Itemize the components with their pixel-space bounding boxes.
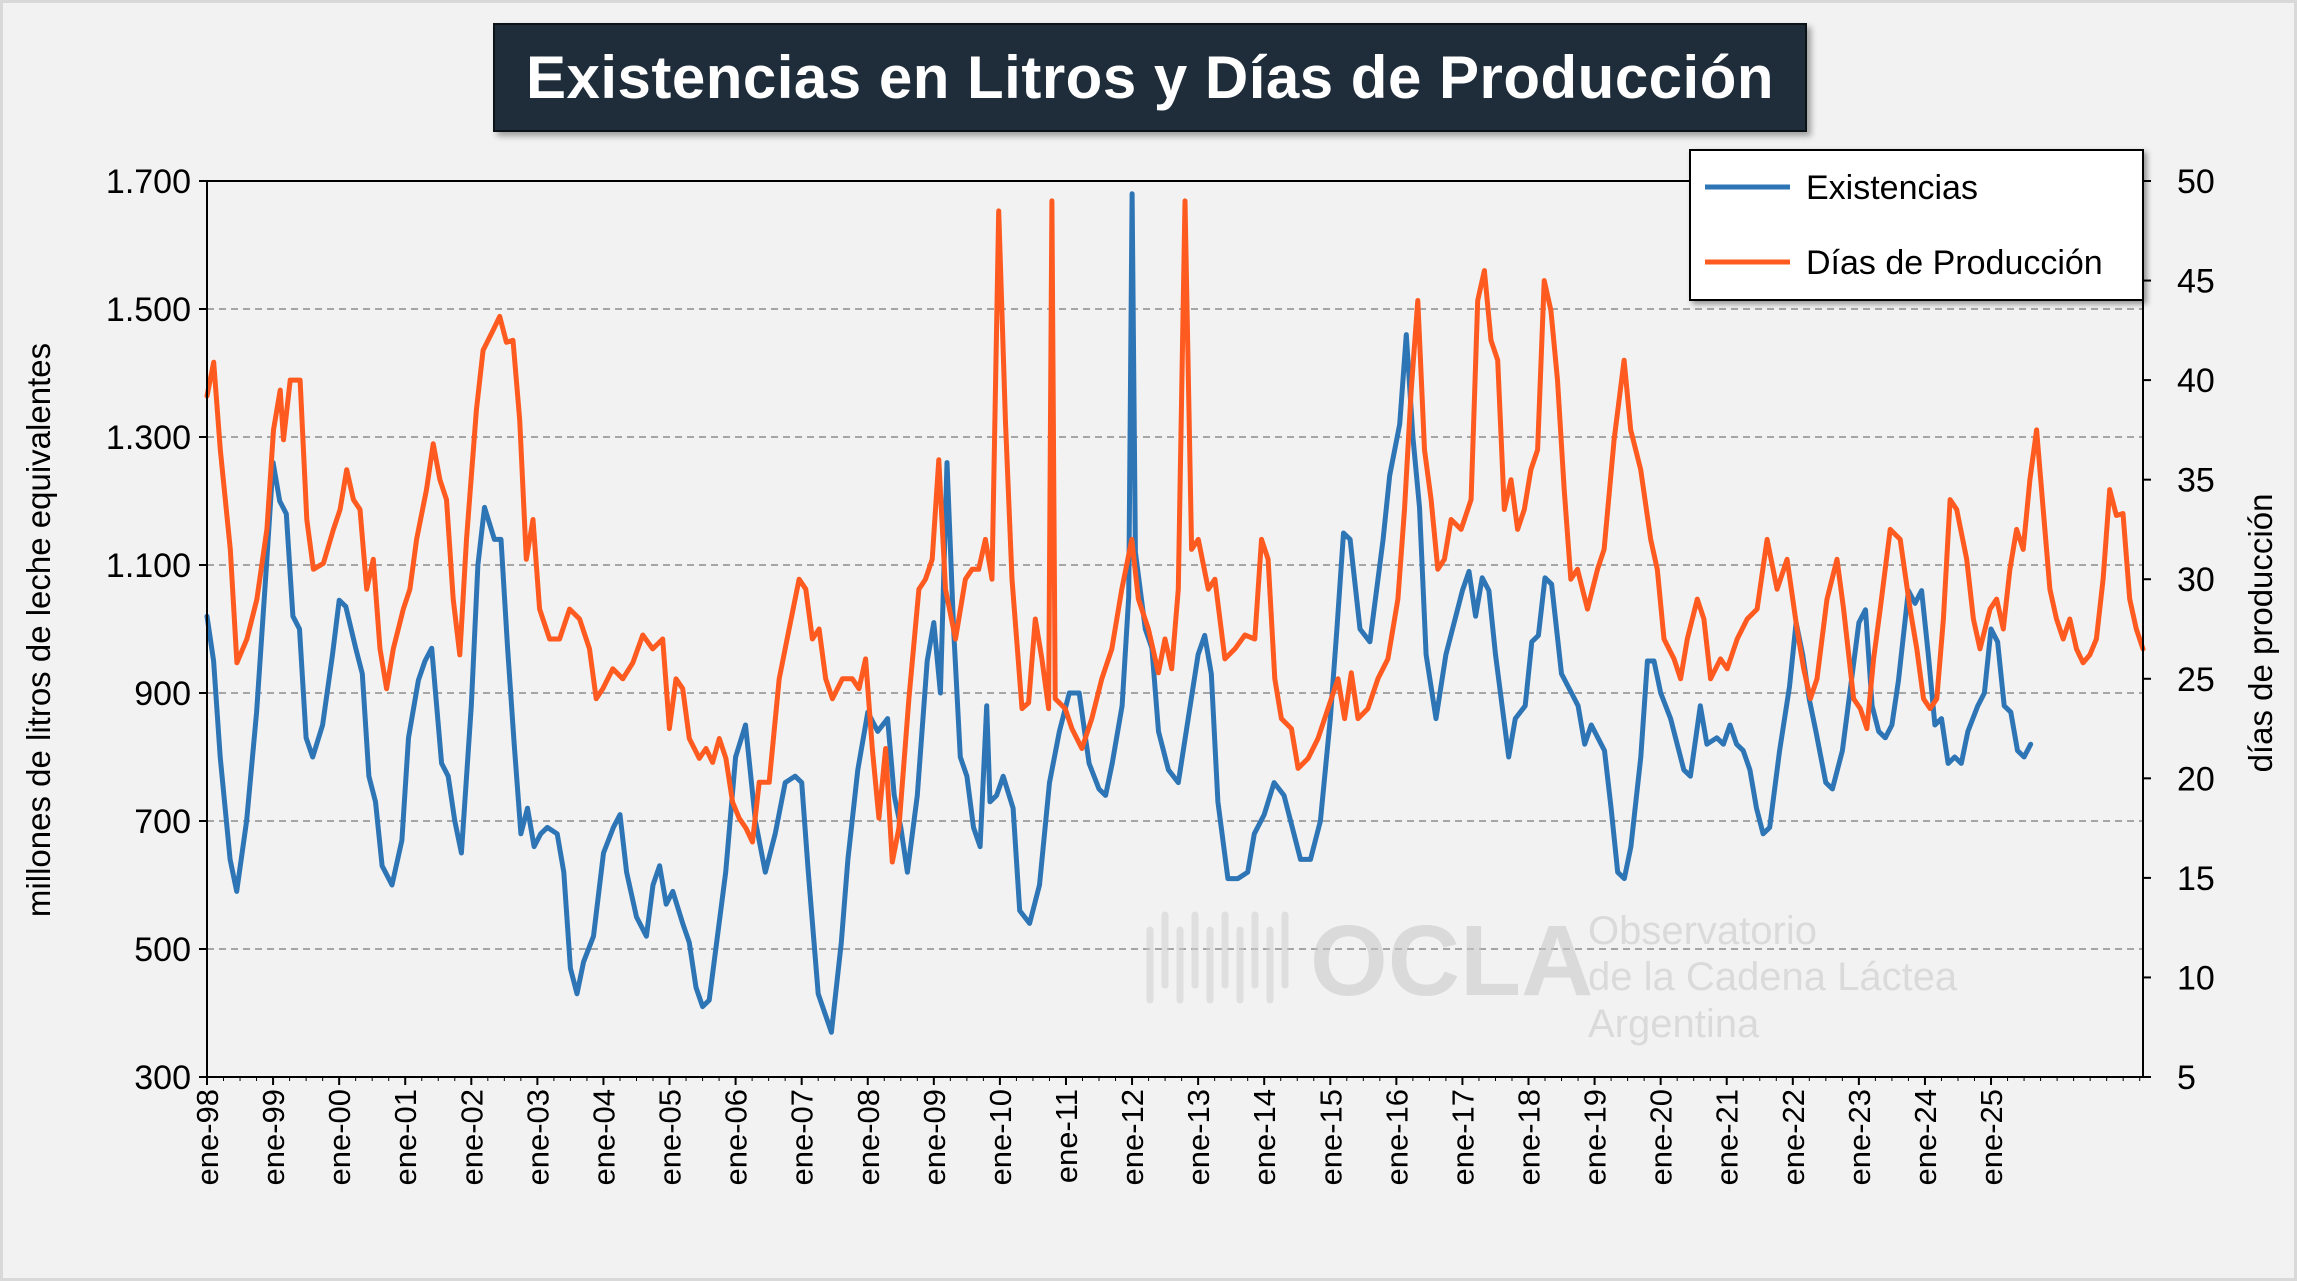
series-line-existencias	[204, 191, 2034, 1035]
x-tick-label: ene-20	[1644, 1089, 1679, 1186]
y2-tick-label: 50	[2177, 163, 2215, 201]
y-tick-label: 900	[134, 675, 191, 713]
x-tick-label: ene-10	[983, 1089, 1018, 1186]
y2-tick-label: 15	[2177, 860, 2215, 898]
x-tick-label: ene-00	[322, 1089, 357, 1186]
x-tick-label: ene-98	[190, 1089, 225, 1186]
y-tick-label: 1.300	[106, 419, 191, 457]
x-tick-label: ene-17	[1445, 1089, 1480, 1186]
watermark-line2: de la Cadena Láctea	[1588, 955, 1958, 999]
x-tick-label: ene-15	[1313, 1089, 1348, 1186]
x-tick-label: ene-13	[1181, 1089, 1216, 1186]
y2-tick-label: 40	[2177, 362, 2215, 400]
legend-box	[1689, 149, 2144, 301]
x-tick-label: ene-21	[1710, 1089, 1745, 1186]
y-tick-label: 1.500	[106, 291, 191, 329]
y-axis-right: 50 45 40 35 30 25 20 15 10 5	[2143, 163, 2215, 1097]
legend-label-dias: Días de Producción	[1806, 244, 2103, 282]
y2-tick-label: 45	[2177, 263, 2215, 301]
ocla-watermark: OCLA Observatorio de la Cadena Láctea Ar…	[1146, 905, 1958, 1046]
legend-label-existencias: Existencias	[1806, 169, 1978, 207]
x-tick-label: ene-03	[520, 1089, 555, 1186]
y-tick-label: 300	[134, 1059, 191, 1097]
gridlines	[207, 308, 2143, 950]
watermark-line1: Observatorio	[1588, 909, 1817, 953]
x-tick-label: ene-02	[454, 1089, 489, 1186]
chart-title: Existencias en Litros y Días de Producci…	[525, 44, 1775, 111]
x-tick-label: ene-01	[388, 1089, 423, 1186]
y2-tick-label: 35	[2177, 462, 2215, 500]
ocla-logo-text: OCLA	[1310, 905, 1593, 1017]
x-tick-label: ene-22	[1776, 1089, 1811, 1186]
y-tick-label: 700	[134, 803, 191, 841]
x-tick-label: ene-24	[1908, 1089, 1943, 1186]
chart-title-box: Existencias en Litros y Días de Producci…	[493, 23, 1807, 132]
x-tick-label: ene-19	[1578, 1089, 1613, 1186]
series-lines	[204, 191, 2146, 1035]
y2-axis-label: días de producción	[2242, 494, 2279, 773]
x-tick-label: ene-16	[1379, 1089, 1414, 1186]
y-tick-label: 1.700	[106, 163, 191, 201]
x-tick-label: ene-11	[1049, 1089, 1084, 1183]
y2-tick-label: 25	[2177, 661, 2215, 699]
watermark-line3: Argentina	[1588, 1002, 1760, 1046]
x-tick-label: ene-14	[1247, 1089, 1282, 1186]
plot-area-border	[206, 180, 2144, 1078]
x-tick-label: ene-12	[1115, 1089, 1150, 1186]
x-tick-label: ene-08	[851, 1089, 886, 1186]
y-axis-left: 1.700 1.500 1.300 1.100 900 700 500 300	[106, 163, 207, 1097]
y2-tick-label: 10	[2177, 959, 2215, 997]
x-tick-label: ene-05	[653, 1089, 688, 1186]
y2-tick-label: 20	[2177, 760, 2215, 798]
x-tick-label: ene-07	[785, 1089, 820, 1186]
ocla-logo-icon	[1146, 911, 1289, 1004]
y-axis-label: millones de litros de leche equivalentes	[20, 343, 57, 917]
y2-tick-label: 30	[2177, 561, 2215, 599]
x-axis: ene-98 ene-99 ene-00 ene-01 ene-02 ene-03 ene-…	[190, 1077, 2141, 1186]
x-tick-label: ene-18	[1512, 1089, 1547, 1186]
x-tick-label: ene-99	[256, 1089, 291, 1186]
x-tick-label: ene-09	[917, 1089, 952, 1186]
x-tick-label: ene-25	[1974, 1089, 2009, 1186]
y-tick-label: 500	[134, 931, 191, 969]
y2-tick-label: 5	[2177, 1059, 2196, 1097]
x-tick-label: ene-04	[586, 1089, 621, 1186]
series-line-dias	[204, 198, 2146, 865]
x-tick-label: ene-06	[719, 1089, 754, 1186]
x-tick-label: ene-23	[1842, 1089, 1877, 1186]
y-tick-label: 1.100	[106, 547, 191, 585]
legend: Existencias Días de Producción	[1689, 149, 2144, 301]
